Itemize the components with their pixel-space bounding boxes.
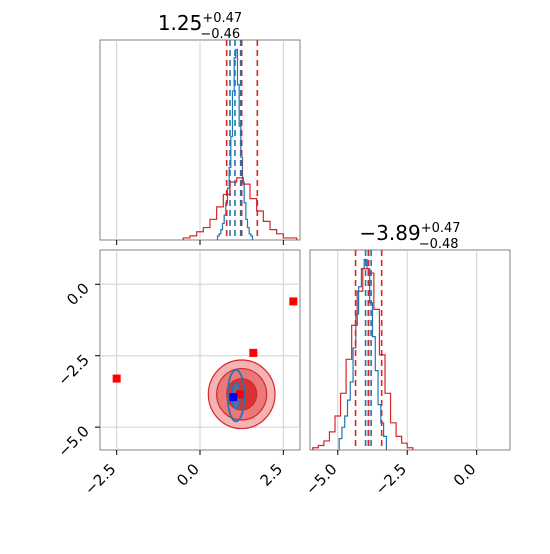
param2-title-minus: −0.48 — [419, 237, 459, 252]
blue-square-marker — [229, 393, 238, 402]
param1-title-minus: −0.46 — [200, 27, 240, 42]
param1-marginal-panel: 1.25+0.47−0.46 — [99, 11, 301, 245]
param2-tick-label-x: 0.0 — [450, 460, 480, 490]
joint-tick-label-y: −5.0 — [54, 422, 92, 460]
red-square-marker — [249, 348, 258, 357]
param2-histogram-1 — [312, 267, 414, 450]
joint-tick-label-x: 0.0 — [173, 460, 203, 490]
param1-param2-joint-panel: −2.5 0.0 2.50.0−2.5−5.0 — [54, 249, 301, 499]
blue-contour-0 — [226, 369, 246, 423]
red-square-marker — [236, 390, 244, 399]
param1-histogram-0 — [216, 48, 254, 240]
param1-histogram-1 — [182, 177, 298, 240]
param2-title: −3.89+0.47 — [359, 221, 460, 245]
param2-tick-label-x: −5.0 — [302, 460, 340, 498]
joint-tick-label-x: −2.5 — [81, 460, 119, 498]
param1-title: 1.25+0.47 — [158, 11, 242, 35]
red-square-marker — [289, 297, 298, 306]
red-square-marker — [112, 374, 121, 383]
param2-frame — [309, 249, 511, 451]
param2-marginal-panel: −5.0 −2.5 0.0 −3.89+0.47−0.48 — [302, 221, 511, 499]
joint-tick-label-y: 0.0 — [63, 279, 93, 309]
joint-tick-label-x: 2.5 — [257, 460, 287, 490]
param2-tick-label-x: −2.5 — [372, 460, 410, 498]
joint-tick-label-y: −2.5 — [54, 351, 92, 389]
